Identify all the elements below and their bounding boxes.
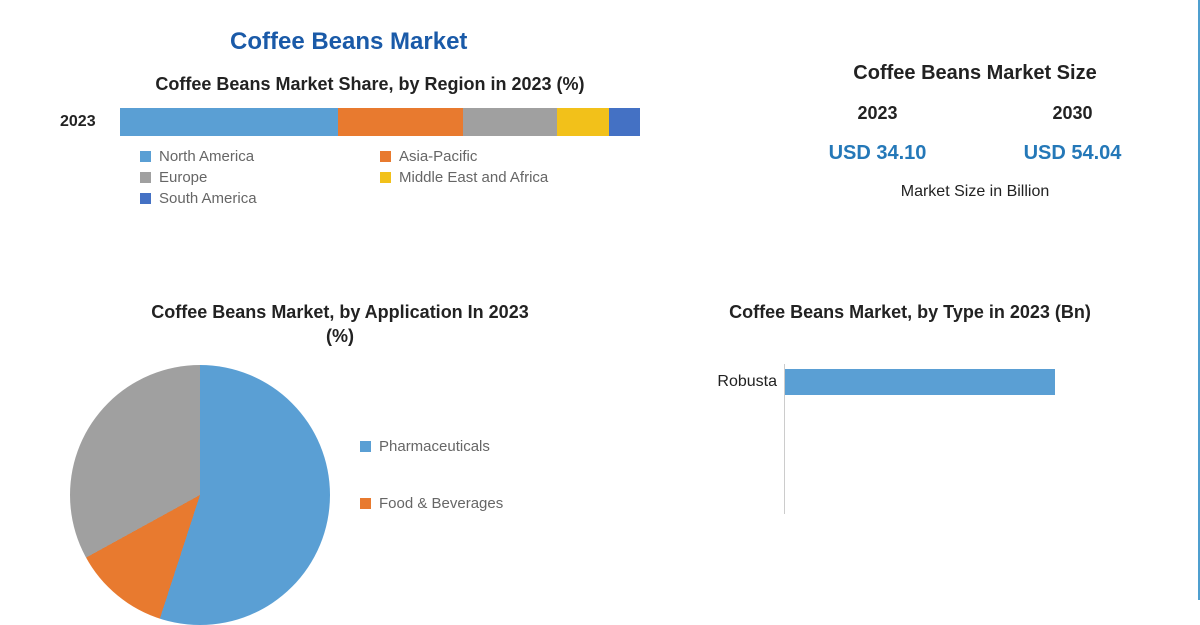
legend-label: Asia-Pacific: [399, 148, 477, 165]
legend-swatch: [140, 193, 151, 204]
market-size-value: USD 54.04: [998, 142, 1148, 165]
bar-segment: [609, 108, 640, 136]
legend-item: Europe: [140, 169, 340, 186]
bar-segment: [463, 108, 557, 136]
application-chart: Coffee Beans Market, by Application In 2…: [100, 300, 660, 625]
market-size-year: 2023: [803, 103, 953, 124]
application-legend: Pharmaceuticals Food & Beverages: [360, 438, 503, 552]
type-bar: [785, 369, 1055, 395]
region-year-label: 2023: [60, 113, 120, 131]
legend-item: South America: [140, 190, 340, 207]
market-size-row: 2023 USD 34.10 2030 USD 54.04: [780, 103, 1170, 165]
type-chart: Coffee Beans Market, by Type in 2023 (Bn…: [700, 300, 1160, 514]
bar-segment: [557, 108, 609, 136]
application-chart-title: Coffee Beans Market, by Application In 2…: [140, 300, 540, 349]
type-chart-title: Coffee Beans Market, by Type in 2023 (Bn…: [700, 300, 1120, 324]
pie-chart: [70, 365, 330, 625]
region-share-chart: Coffee Beans Market Share, by Region in …: [60, 72, 680, 207]
legend-swatch: [140, 151, 151, 162]
legend-item: North America: [140, 148, 340, 165]
bar-segment: [120, 108, 338, 136]
market-size-col-2023: 2023 USD 34.10: [803, 103, 953, 165]
legend-item: Pharmaceuticals: [360, 438, 503, 455]
legend-label: Pharmaceuticals: [379, 438, 490, 455]
bar-segment: [338, 108, 463, 136]
legend-label: Middle East and Africa: [399, 169, 548, 186]
legend-item: Middle East and Africa: [380, 169, 580, 186]
market-size-value: USD 34.10: [803, 142, 953, 165]
market-size-panel: Coffee Beans Market Size 2023 USD 34.10 …: [780, 62, 1170, 201]
legend-label: North America: [159, 148, 254, 165]
page-title: Coffee Beans Market: [230, 28, 467, 56]
legend-swatch: [380, 151, 391, 162]
market-size-title: Coffee Beans Market Size: [780, 62, 1170, 85]
legend-swatch: [360, 441, 371, 452]
legend-swatch: [140, 172, 151, 183]
market-size-caption: Market Size in Billion: [780, 183, 1170, 201]
region-bar-row: 2023: [60, 108, 680, 136]
market-size-col-2030: 2030 USD 54.04: [998, 103, 1148, 165]
type-bar-area: Robusta: [784, 364, 1144, 514]
legend-item: Food & Beverages: [360, 495, 503, 512]
region-legend: North America Asia-Pacific Europe Middle Ea…: [140, 148, 580, 207]
legend-swatch: [380, 172, 391, 183]
legend-item: Asia-Pacific: [380, 148, 580, 165]
pie-wrap: [70, 365, 330, 625]
market-size-year: 2030: [998, 103, 1148, 124]
type-bar-row: Robusta: [785, 364, 1144, 400]
region-chart-title: Coffee Beans Market Share, by Region in …: [60, 72, 680, 96]
stacked-bar: [120, 108, 640, 136]
legend-swatch: [360, 498, 371, 509]
legend-label: Food & Beverages: [379, 495, 503, 512]
legend-label: Europe: [159, 169, 207, 186]
legend-label: South America: [159, 190, 257, 207]
type-bar-label: Robusta: [697, 373, 777, 391]
